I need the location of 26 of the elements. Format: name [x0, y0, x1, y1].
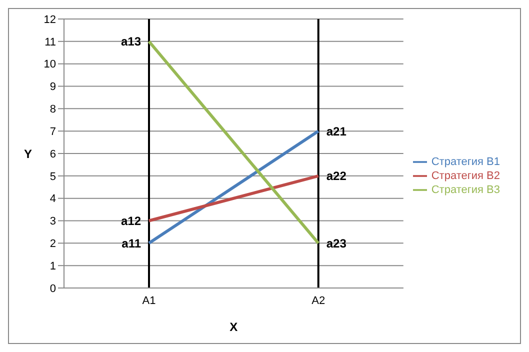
annotation: a21	[326, 124, 347, 138]
y-tick-label: 11	[44, 36, 56, 48]
annotation: a12	[120, 214, 142, 228]
legend-label: Стратегия B3	[431, 184, 500, 196]
y-tick-label: 2	[50, 238, 56, 250]
y-tick-label: 10	[44, 58, 56, 71]
x-axis-title: X	[230, 320, 238, 334]
x-tick-label: A1	[142, 294, 156, 307]
y-tick-label: 1	[50, 260, 56, 272]
annotation: a22	[326, 169, 347, 184]
annotation: a13	[120, 34, 142, 49]
y-tick-label: 5	[50, 170, 56, 183]
annotation: a23	[326, 236, 347, 250]
legend-label: Стратегия B2	[431, 170, 500, 182]
y-tick-label: 12	[44, 14, 56, 26]
y-tick-label: 7	[50, 126, 56, 138]
y-tick-label: 9	[50, 81, 56, 94]
legend-label: Стратегия B1	[431, 156, 500, 168]
y-tick-label: 0	[50, 282, 56, 295]
y-tick-label: 6	[50, 148, 56, 160]
y-tick-label: 3	[50, 216, 56, 228]
y-tick-label: 8	[50, 104, 56, 116]
y-tick-label: 4	[50, 193, 56, 206]
annotation: a11	[122, 236, 142, 250]
y-axis-title: Y	[24, 146, 32, 161]
x-tick-label: A2	[312, 294, 326, 307]
